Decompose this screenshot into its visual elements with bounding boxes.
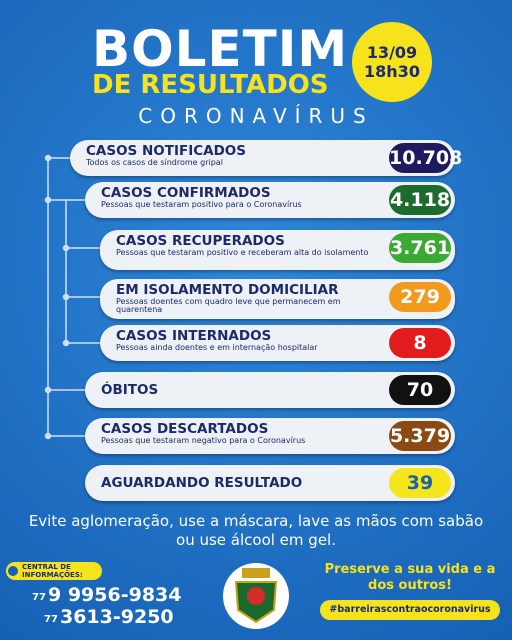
- result-row: CASOS DESCARTADOS Pessoas que testaram ne…: [85, 418, 455, 454]
- row-description: Todos os casos de síndrome gripal: [86, 158, 223, 167]
- result-row: CASOS CONFIRMADOS Pessoas que testaram po…: [85, 182, 455, 218]
- row-value: 3.761: [389, 233, 451, 263]
- row-value: 70: [389, 375, 451, 405]
- row-description: Pessoas que testaram positivo para o Cor…: [101, 200, 302, 209]
- row-value: 10.708: [389, 143, 462, 173]
- row-title: CASOS INTERNADOS: [116, 328, 272, 344]
- hashtag: #barreirascontraocoronavirus: [320, 600, 500, 620]
- row-description: Pessoas que testaram negativo para o Cor…: [101, 436, 306, 445]
- row-value: 8: [389, 328, 451, 358]
- row-value: 5.379: [389, 421, 451, 451]
- time: 18h30: [364, 62, 420, 81]
- row-title: CASOS CONFIRMADOS: [101, 185, 271, 201]
- date-badge: [352, 22, 432, 102]
- info-icon: [8, 566, 18, 576]
- info-label: CENTRAL DE INFORMAÇÕES:: [6, 562, 102, 580]
- row-value: 279: [389, 282, 451, 312]
- phone-number: 3613-9250: [60, 606, 174, 628]
- subtitle: DE RESULTADOS: [92, 70, 329, 100]
- result-row: AGUARDANDO RESULTADO 39: [85, 465, 455, 501]
- result-row: CASOS RECUPERADOS Pessoas que testaram po…: [100, 230, 455, 270]
- result-row: ÓBITOS 70: [85, 372, 455, 408]
- date: 13/09: [366, 43, 418, 62]
- row-title: AGUARDANDO RESULTADO: [101, 475, 303, 491]
- row-description: Pessoas doentes com quadro leve que perm…: [116, 297, 341, 314]
- result-row: CASOS INTERNADOS Pessoas ainda doentes e …: [100, 325, 455, 361]
- phone-area: 77: [32, 592, 46, 603]
- result-row: CASOS NOTIFICADOS Todos os casos de síndr…: [70, 140, 462, 176]
- row-value: 39: [389, 468, 451, 498]
- phone-number: 9 9956-9834: [48, 584, 182, 606]
- result-row: EM ISOLAMENTO DOMICILIAR Pessoas doentes …: [100, 279, 455, 319]
- row-description: Pessoas que testaram positivo e recebera…: [116, 248, 369, 257]
- title: BOLETIM: [92, 20, 349, 78]
- logo: [223, 563, 289, 629]
- row-value: 4.118: [389, 185, 451, 215]
- message: Evite aglomeração, use a máscara, lave a…: [28, 512, 484, 549]
- row-description: Pessoas ainda doentes e em internação ho…: [116, 343, 318, 352]
- row-title: CASOS DESCARTADOS: [101, 421, 269, 437]
- row-title: ÓBITOS: [101, 382, 159, 398]
- slogan: Preserve a sua vida e a dos outros!: [324, 562, 496, 593]
- row-title: EM ISOLAMENTO DOMICILIAR: [116, 282, 339, 298]
- row-title: CASOS NOTIFICADOS: [86, 143, 246, 159]
- topic: CORONAVÍRUS: [138, 104, 374, 128]
- phone-area: 77: [44, 614, 58, 625]
- row-title: CASOS RECUPERADOS: [116, 233, 285, 249]
